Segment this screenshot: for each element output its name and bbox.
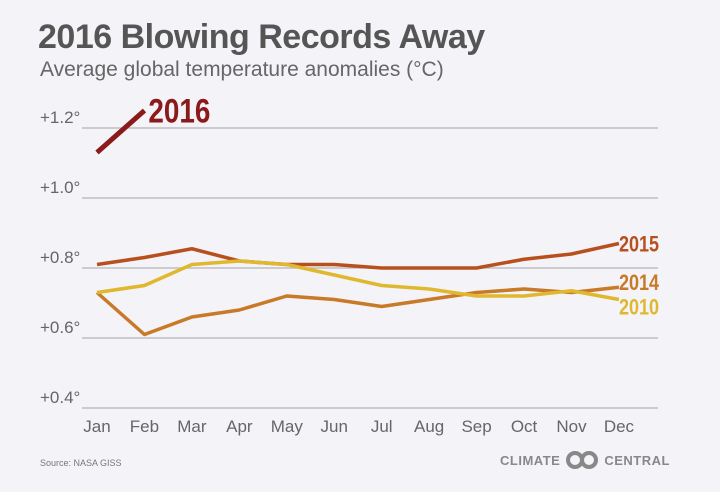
x-tick-label: Mar — [177, 417, 207, 436]
x-tick-label: Aug — [414, 417, 444, 436]
x-tick-label: Dec — [604, 417, 635, 436]
x-tick-label: May — [271, 417, 304, 436]
series-line-2014 — [95, 285, 620, 337]
logo-text-right: CENTRAL — [604, 452, 670, 468]
series-label-2016: 2016 — [148, 92, 210, 130]
logo-text-left: CLIMATE — [500, 452, 561, 468]
y-tick-label: +1.2° — [40, 108, 80, 127]
x-tick-label: Sep — [461, 417, 491, 436]
x-tick-label: Nov — [556, 417, 587, 436]
series-label-2015: 2015 — [619, 233, 659, 257]
series-label-2010: 2010 — [619, 296, 659, 320]
x-tick-label: Jan — [83, 417, 110, 436]
chart-subtitle: Average global temperature anomalies (°C… — [40, 58, 444, 81]
series-line-2010 — [96, 259, 620, 302]
source-note: Source: NASA GISS — [40, 458, 122, 468]
chart-title: 2016 Blowing Records Away — [38, 18, 485, 56]
logo-rings-icon — [566, 451, 599, 469]
x-tick-label: Feb — [130, 417, 159, 436]
x-tick-label: Oct — [511, 417, 538, 436]
x-tick-label: Apr — [226, 417, 253, 436]
y-tick-label: +1.0° — [40, 178, 80, 197]
y-tick-label: +0.6° — [40, 318, 80, 337]
x-tick-label: Jul — [371, 417, 393, 436]
climate-central-logo: CLIMATE CENTRAL — [500, 450, 670, 470]
series-line-2016 — [95, 108, 147, 155]
y-tick-label: +0.8° — [40, 248, 80, 267]
series-label-2014: 2014 — [619, 272, 660, 296]
series-line-2015 — [96, 241, 620, 270]
x-tick-label: Jun — [321, 417, 348, 436]
y-tick-label: +0.4° — [40, 388, 80, 407]
